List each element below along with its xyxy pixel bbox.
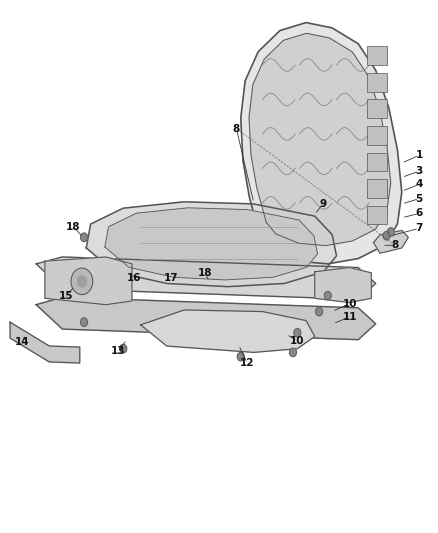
- Circle shape: [237, 352, 244, 361]
- Polygon shape: [315, 268, 371, 303]
- Circle shape: [81, 318, 88, 326]
- Polygon shape: [10, 322, 80, 363]
- Text: 1: 1: [416, 150, 423, 160]
- Bar: [367, 46, 387, 65]
- Circle shape: [316, 308, 322, 316]
- Polygon shape: [36, 297, 376, 340]
- Circle shape: [120, 344, 127, 353]
- Polygon shape: [36, 257, 376, 300]
- Text: 3: 3: [416, 166, 423, 176]
- Bar: [367, 100, 387, 118]
- Text: 17: 17: [164, 273, 178, 283]
- Text: 12: 12: [240, 358, 254, 368]
- Bar: [367, 206, 387, 224]
- Text: 18: 18: [198, 268, 212, 278]
- Bar: [367, 152, 387, 171]
- Bar: [367, 73, 387, 92]
- Text: 10: 10: [290, 336, 304, 346]
- Polygon shape: [374, 230, 408, 253]
- Circle shape: [78, 276, 86, 287]
- Text: 18: 18: [66, 222, 81, 232]
- Circle shape: [388, 228, 394, 236]
- Text: 8: 8: [233, 124, 240, 134]
- Text: 14: 14: [15, 337, 30, 347]
- Text: 11: 11: [343, 312, 357, 322]
- Polygon shape: [241, 22, 402, 264]
- Text: 5: 5: [416, 193, 423, 204]
- Bar: [367, 179, 387, 198]
- Text: 6: 6: [416, 208, 423, 219]
- Text: 16: 16: [127, 273, 141, 283]
- Circle shape: [71, 268, 93, 295]
- Text: 13: 13: [111, 346, 125, 357]
- Polygon shape: [105, 208, 318, 280]
- Polygon shape: [86, 202, 336, 287]
- Text: 15: 15: [59, 290, 73, 301]
- Circle shape: [383, 231, 390, 240]
- Bar: [367, 126, 387, 144]
- Text: 9: 9: [319, 199, 326, 209]
- Circle shape: [81, 233, 88, 241]
- Circle shape: [324, 292, 331, 300]
- Text: 7: 7: [416, 223, 423, 233]
- Text: 4: 4: [416, 179, 423, 189]
- Polygon shape: [45, 257, 132, 305]
- Circle shape: [294, 328, 301, 337]
- Text: 8: 8: [392, 240, 399, 251]
- Circle shape: [290, 348, 297, 357]
- Text: 10: 10: [343, 298, 357, 309]
- Polygon shape: [249, 33, 391, 246]
- Polygon shape: [141, 310, 315, 352]
